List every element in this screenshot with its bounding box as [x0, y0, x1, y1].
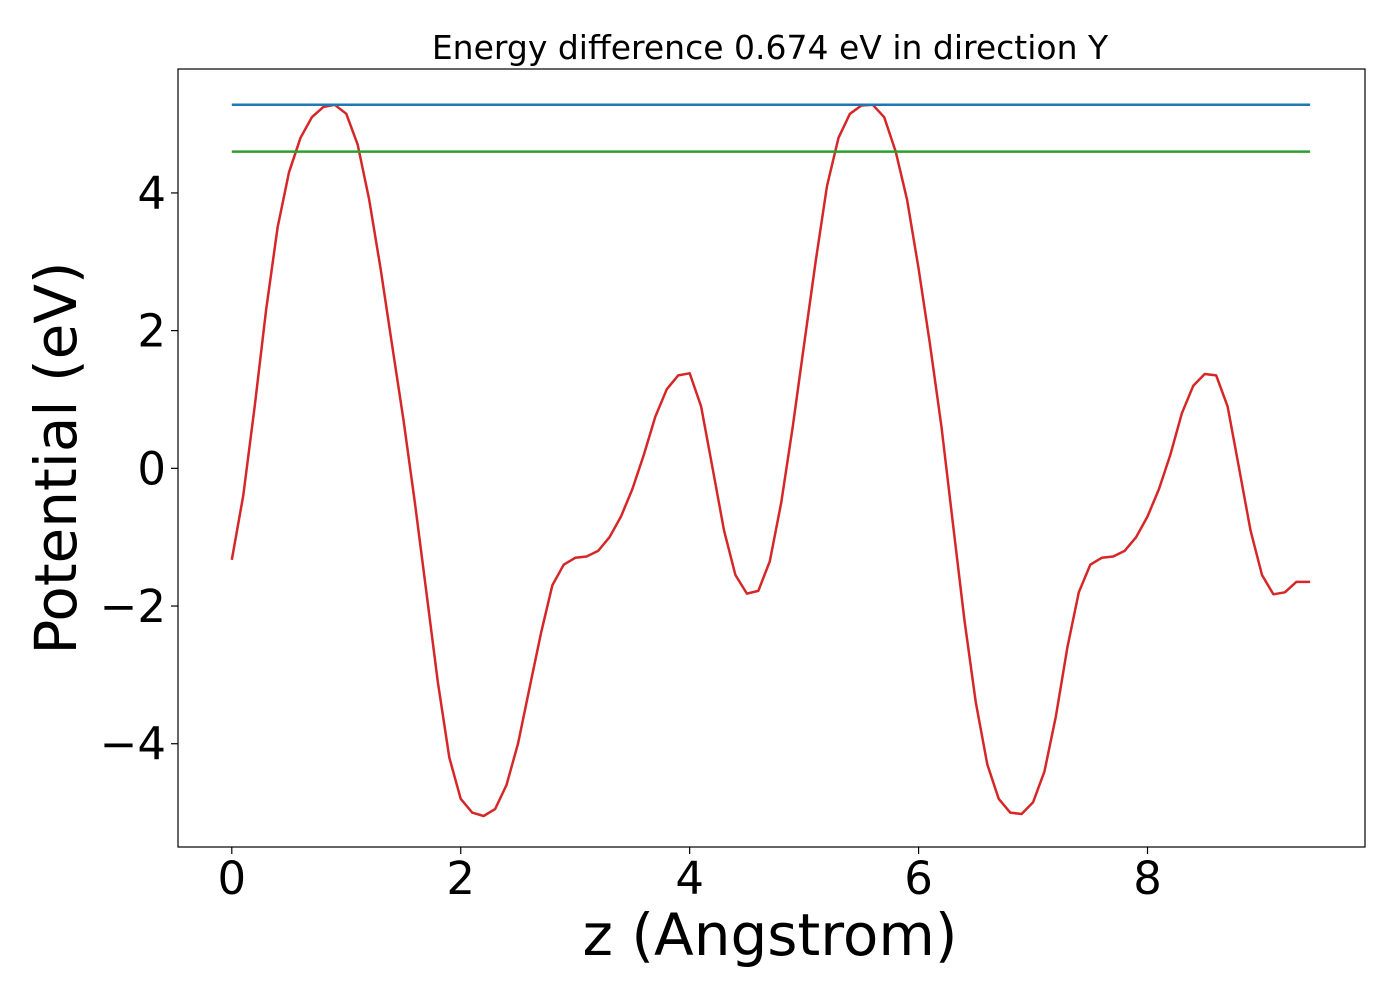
y-tick-label: −2 [100, 580, 166, 633]
x-axis-label: z (Angstrom) [583, 901, 958, 969]
chart-title: Energy difference 0.674 eV in direction … [432, 28, 1109, 67]
plot-frame [177, 68, 1366, 848]
y-tick-label: 2 [137, 305, 166, 358]
x-tick-label: 2 [446, 852, 475, 905]
x-tick-label: 6 [904, 852, 933, 905]
series-line-0 [230, 103, 1311, 818]
y-tick-label: 0 [137, 442, 166, 495]
x-tick-label: 4 [675, 852, 704, 905]
y-axis-label: Potential (eV) [22, 261, 90, 654]
y-axis-ticks: −4 −2 0 2 4 [100, 167, 178, 771]
x-tick-label: 8 [1133, 852, 1162, 905]
x-tick-label: 0 [217, 852, 246, 905]
y-tick-label: −4 [100, 718, 166, 771]
x-axis-ticks: 0 2 4 6 8 [217, 847, 1162, 905]
y-tick-label: 4 [137, 167, 166, 220]
series-layer [230, 103, 1311, 818]
